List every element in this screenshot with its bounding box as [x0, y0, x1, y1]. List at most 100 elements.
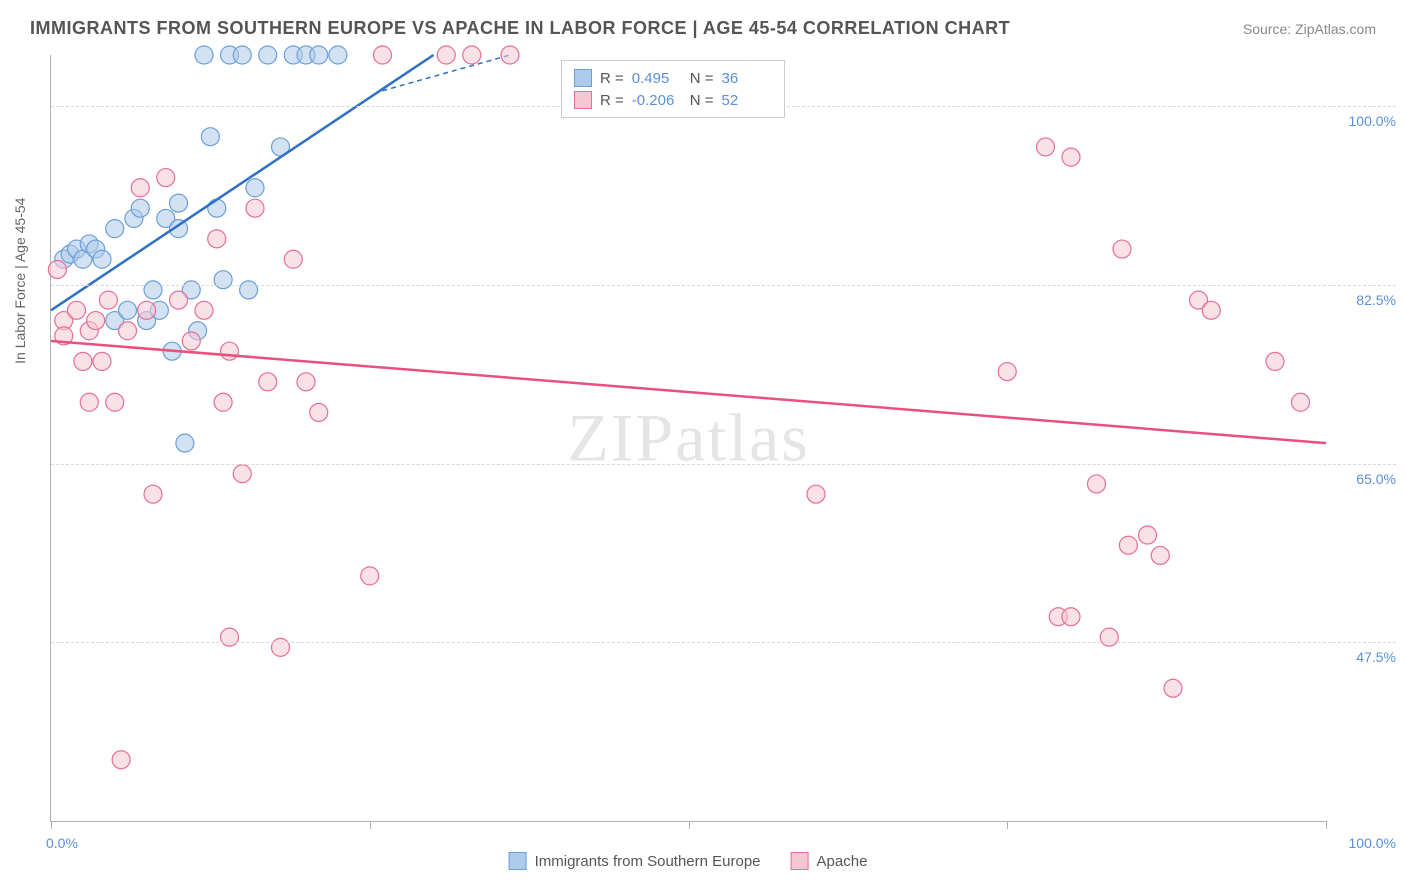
- gridline: [51, 285, 1396, 286]
- data-point: [240, 281, 258, 299]
- legend-swatch: [574, 91, 592, 109]
- correlation-legend: R = 0.495 N = 36 R = -0.206 N = 52: [561, 60, 785, 118]
- data-point: [112, 751, 130, 769]
- legend-r-value: 0.495: [632, 70, 682, 87]
- data-point: [221, 342, 239, 360]
- data-point: [74, 352, 92, 370]
- data-point: [259, 46, 277, 64]
- data-point: [297, 373, 315, 391]
- data-point: [157, 169, 175, 187]
- data-point: [1266, 352, 1284, 370]
- legend-swatch: [509, 852, 527, 870]
- legend-n-value: 52: [722, 92, 772, 109]
- data-point: [284, 250, 302, 268]
- x-tick: [689, 821, 690, 829]
- data-point: [1202, 301, 1220, 319]
- data-point: [93, 250, 111, 268]
- data-point: [246, 199, 264, 217]
- chart-header: IMMIGRANTS FROM SOUTHERN EUROPE VS APACH…: [0, 0, 1406, 49]
- data-point: [437, 46, 455, 64]
- data-point: [329, 46, 347, 64]
- data-point: [1292, 393, 1310, 411]
- scatter-plot-svg: [51, 55, 1326, 821]
- data-point: [1062, 148, 1080, 166]
- data-point: [1113, 240, 1131, 258]
- y-tick-label: 82.5%: [1331, 292, 1396, 308]
- x-tick-label: 0.0%: [46, 835, 78, 851]
- x-tick: [1007, 821, 1008, 829]
- data-point: [807, 485, 825, 503]
- data-point: [310, 46, 328, 64]
- data-point: [131, 199, 149, 217]
- x-tick-label: 100.0%: [1349, 835, 1396, 851]
- data-point: [998, 363, 1016, 381]
- legend-n-label: N =: [690, 92, 714, 109]
- legend-row: R = 0.495 N = 36: [574, 67, 772, 89]
- data-point: [144, 485, 162, 503]
- data-point: [176, 434, 194, 452]
- data-point: [170, 291, 188, 309]
- data-point: [1062, 608, 1080, 626]
- data-point: [214, 271, 232, 289]
- gridline: [51, 464, 1396, 465]
- data-point: [1088, 475, 1106, 493]
- legend-swatch: [791, 852, 809, 870]
- y-axis-label: In Labor Force | Age 45-54: [12, 197, 28, 363]
- data-point: [195, 46, 213, 64]
- chart-source: Source: ZipAtlas.com: [1243, 21, 1376, 37]
- data-point: [208, 199, 226, 217]
- data-point: [170, 194, 188, 212]
- legend-r-label: R =: [600, 70, 624, 87]
- legend-n-value: 36: [722, 70, 772, 87]
- chart-container: ZIPatlas 47.5%65.0%82.5%100.0%0.0%100.0%…: [50, 55, 1326, 822]
- data-point: [1119, 536, 1137, 554]
- trend-line: [51, 55, 434, 310]
- data-point: [463, 46, 481, 64]
- data-point: [259, 373, 277, 391]
- data-point: [68, 301, 86, 319]
- trend-line: [51, 341, 1326, 443]
- data-point: [374, 46, 392, 64]
- data-point: [131, 179, 149, 197]
- data-point: [1151, 546, 1169, 564]
- legend-r-value: -0.206: [632, 92, 682, 109]
- bottom-legend: Immigrants from Southern Europe Apache: [509, 852, 868, 870]
- legend-r-label: R =: [600, 92, 624, 109]
- data-point: [361, 567, 379, 585]
- data-point: [106, 393, 124, 411]
- y-tick-label: 65.0%: [1331, 471, 1396, 487]
- data-point: [221, 628, 239, 646]
- data-point: [119, 301, 137, 319]
- data-point: [1100, 628, 1118, 646]
- bottom-legend-item: Apache: [791, 852, 868, 870]
- data-point: [93, 352, 111, 370]
- data-point: [1037, 138, 1055, 156]
- plot-area: ZIPatlas 47.5%65.0%82.5%100.0%0.0%100.0%…: [50, 55, 1326, 822]
- data-point: [246, 179, 264, 197]
- y-tick-label: 100.0%: [1331, 113, 1396, 129]
- data-point: [87, 312, 105, 330]
- gridline: [51, 642, 1396, 643]
- data-point: [119, 322, 137, 340]
- legend-swatch: [574, 69, 592, 87]
- legend-label: Apache: [817, 853, 868, 870]
- x-tick: [370, 821, 371, 829]
- data-point: [201, 128, 219, 146]
- data-point: [208, 230, 226, 248]
- y-tick-label: 47.5%: [1331, 649, 1396, 665]
- data-point: [80, 393, 98, 411]
- legend-row: R = -0.206 N = 52: [574, 89, 772, 111]
- x-tick: [1326, 821, 1327, 829]
- data-point: [138, 301, 156, 319]
- data-point: [144, 281, 162, 299]
- data-point: [48, 260, 66, 278]
- legend-label: Immigrants from Southern Europe: [535, 853, 761, 870]
- legend-n-label: N =: [690, 70, 714, 87]
- data-point: [501, 46, 519, 64]
- chart-title: IMMIGRANTS FROM SOUTHERN EUROPE VS APACH…: [30, 18, 1010, 39]
- data-point: [1139, 526, 1157, 544]
- data-point: [195, 301, 213, 319]
- data-point: [99, 291, 117, 309]
- data-point: [310, 403, 328, 421]
- data-point: [1164, 679, 1182, 697]
